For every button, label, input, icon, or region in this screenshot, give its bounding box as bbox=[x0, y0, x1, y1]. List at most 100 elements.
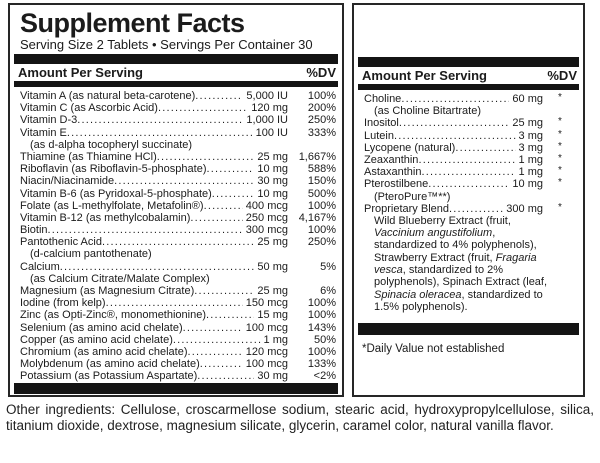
nutrient-dv: * bbox=[543, 177, 577, 191]
nutrient-subline: (as Choline Bitartrate) bbox=[364, 105, 577, 117]
nutrient-dv: * bbox=[543, 165, 577, 179]
leader-dots bbox=[428, 178, 509, 190]
amount-per-serving-label: Amount Per Serving bbox=[18, 65, 143, 80]
leader-dots bbox=[206, 163, 254, 175]
nutrient-amount: 25 mg bbox=[257, 285, 288, 297]
nutrient-amount: 25 mg bbox=[257, 236, 288, 249]
nutrient-name: Selenium (as amino acid chelate) bbox=[20, 321, 183, 334]
blend-species-italic: Vaccinium angustifolium bbox=[374, 227, 493, 240]
nutrient-dv: 500% bbox=[307, 187, 336, 200]
nutrient-amount: 3 mg bbox=[518, 141, 543, 154]
nutrient-dv: 250% bbox=[307, 236, 336, 249]
nutrient-row: Vitamin A (as natural beta-carotene) 5,00… bbox=[20, 90, 336, 102]
leader-dots bbox=[449, 203, 503, 215]
nutrient-row: Lutein 3 mg * bbox=[364, 129, 577, 142]
leader-dots bbox=[394, 130, 516, 142]
nutrient-amount: 10 mg bbox=[257, 187, 288, 200]
nutrient-dv: 133% bbox=[307, 358, 336, 371]
nutrient-name: Vitamin A (as natural beta-carotene) bbox=[20, 90, 196, 102]
nutrient-name: Thiamine (as Thiamine HCl) bbox=[20, 150, 157, 163]
leader-dots bbox=[106, 297, 243, 309]
nutrient-name: Vitamin D-3 bbox=[20, 114, 78, 127]
nutrient-row: Chromium (as amino acid chelate) 120 mcg 1… bbox=[20, 346, 336, 358]
nutrient-name: Zinc (as Opti-Zinc®, monomethionine) bbox=[20, 309, 207, 322]
nutrient-amount: 10 mg bbox=[512, 178, 543, 191]
nutrient-dv: 100% bbox=[307, 309, 336, 322]
leader-dots bbox=[455, 142, 515, 154]
nutrient-dv: 250% bbox=[307, 114, 336, 127]
nutrient-subline-text: (as Choline Bitartrate) bbox=[374, 105, 481, 118]
nutrient-amount: 60 mg bbox=[512, 93, 543, 105]
dv-header-label: %DV bbox=[547, 68, 577, 83]
nutrient-amount: 100 mcg bbox=[245, 321, 288, 334]
supplement-facts-panel-left: Supplement Facts Serving Size 2 Tablets … bbox=[8, 3, 344, 397]
divider-bar-bottom bbox=[14, 382, 338, 394]
nutrient-amount: 1 mg bbox=[518, 166, 543, 179]
nutrient-amount: 250 mcg bbox=[245, 211, 288, 224]
nutrient-amount: 150 mcg bbox=[245, 297, 288, 310]
nutrient-dv: 150% bbox=[307, 175, 336, 188]
nutrient-name: Biotin bbox=[20, 224, 48, 237]
nutrient-name: Molybdenum (as amino acid chelate) bbox=[20, 358, 200, 371]
nutrient-row: Iodine (from kelp) 150 mcg 100% bbox=[20, 297, 336, 309]
nutrient-dv: * bbox=[543, 92, 577, 106]
dv-asterisk: * bbox=[558, 140, 562, 152]
nutrient-dv: 50% bbox=[313, 333, 336, 346]
nutrient-name: Iodine (from kelp) bbox=[20, 297, 106, 310]
nutrient-dv: 100% bbox=[307, 199, 336, 212]
leader-dots bbox=[67, 127, 253, 139]
nutrient-amount: 120 mg bbox=[251, 102, 288, 115]
nutrient-amount: 1 mg bbox=[263, 333, 288, 346]
leader-dots bbox=[60, 261, 255, 273]
leader-dots bbox=[200, 358, 243, 370]
leader-dots bbox=[183, 322, 243, 334]
nutrient-amount: 50 mg bbox=[257, 260, 288, 273]
blend-text-segment: , standardized to 4% polyphenols), Straw… bbox=[374, 227, 537, 264]
nutrient-amount: 120 mcg bbox=[245, 345, 288, 358]
daily-value-footnote: *Daily Value not established bbox=[362, 343, 505, 356]
nutrient-name: Pterostilbene bbox=[364, 178, 429, 191]
dv-asterisk: * bbox=[558, 92, 562, 103]
nutrient-dv: 200% bbox=[307, 102, 336, 115]
nutrient-row: Thiamine (as Thiamine HCl) 25 mg 1,667% bbox=[20, 151, 336, 163]
leader-dots bbox=[197, 370, 254, 382]
blend-text-segment: , standardized to 1.5% polyphenols). bbox=[374, 288, 543, 313]
leader-dots bbox=[48, 224, 243, 236]
nutrient-name: Riboflavin (as Riboflavin-5-phosphate) bbox=[20, 163, 207, 176]
nutrient-amount: 5,000 IU bbox=[246, 90, 288, 102]
nutrient-dv: 588% bbox=[307, 163, 336, 176]
blend-species-italic: Spinacia oleracea bbox=[374, 288, 462, 301]
leader-dots bbox=[188, 346, 243, 358]
nutrient-dv: 6% bbox=[320, 285, 336, 297]
nutrient-dv: 333% bbox=[307, 126, 336, 139]
proprietary-blend-description: Wild Blueberry Extract (fruit, Vaccinium… bbox=[374, 215, 557, 313]
nutrient-row: Pantothenic Acid 25 mg 250% bbox=[20, 236, 336, 248]
nutrient-name: Vitamin B-6 (as Pyridoxal-5-phosphate) bbox=[20, 187, 212, 200]
leader-dots bbox=[102, 236, 254, 248]
leader-dots bbox=[206, 309, 254, 321]
nutrient-row: Vitamin B-6 (as Pyridoxal-5-phosphate) 10… bbox=[20, 188, 336, 200]
nutrient-name: Lycopene (natural) bbox=[364, 141, 456, 154]
nutrient-name: Vitamin E bbox=[20, 126, 67, 139]
dv-asterisk: * bbox=[558, 177, 562, 189]
divider-bar-footnote bbox=[358, 323, 579, 336]
nutrient-list-right: Choline 60 mg * (as Choline Bitartrate)Inos… bbox=[354, 90, 583, 215]
nutrient-row: Lycopene (natural) 3 mg * bbox=[364, 140, 577, 155]
leader-dots bbox=[190, 212, 242, 224]
nutrient-subline: (as Calcium Citrate/Malate Complex) bbox=[20, 273, 336, 285]
blend-text-segment: , standardized to 2% polyphenols), Spina… bbox=[374, 264, 548, 289]
nutrient-name: Pantothenic Acid bbox=[20, 236, 102, 249]
nutrient-row: Vitamin D-3 1,000 IU 250% bbox=[20, 114, 336, 126]
nutrient-amount: 15 mg bbox=[257, 309, 288, 322]
leader-dots bbox=[212, 188, 255, 200]
serving-info: Serving Size 2 Tablets • Servings Per Co… bbox=[20, 37, 313, 52]
nutrient-dv: * bbox=[543, 140, 577, 155]
nutrient-row: Selenium (as amino acid chelate) 100 mcg 1… bbox=[20, 322, 336, 334]
nutrient-dv: * bbox=[543, 153, 577, 167]
nutrient-row: Zinc (as Opti-Zinc®, monomethionine) 15 m… bbox=[20, 309, 336, 321]
nutrient-row: Calcium 50 mg 5% bbox=[20, 261, 336, 273]
nutrient-amount: 300 mcg bbox=[245, 224, 288, 237]
nutrient-name: Copper (as amino acid chelate) bbox=[20, 333, 173, 346]
column-header-left: Amount Per Serving %DV bbox=[10, 64, 342, 81]
nutrient-amount: 100 IU bbox=[255, 126, 288, 139]
